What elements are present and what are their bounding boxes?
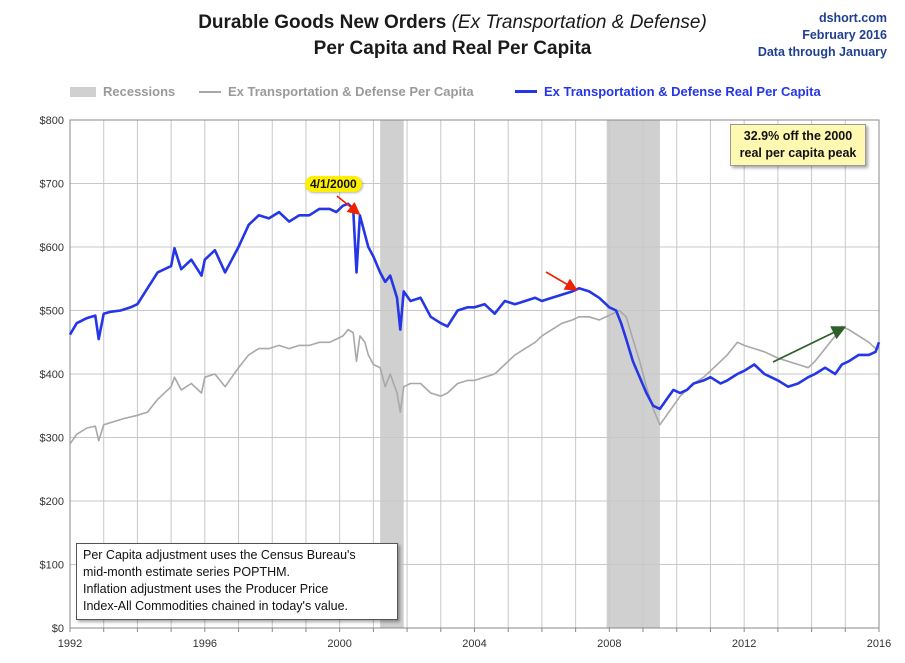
note-line: Index-All Commodities chained in today's…	[83, 599, 349, 613]
y-tick-label: $100	[40, 560, 64, 572]
x-tick-label: 2004	[462, 638, 486, 650]
source-date: February 2016	[802, 28, 887, 42]
peak-date-label: 4/1/2000	[305, 176, 362, 192]
x-tick-label: 1996	[193, 638, 217, 650]
title-main: Durable Goods New Orders	[198, 12, 447, 33]
peak-callout: 32.9% off the 2000 real per capita peak	[730, 124, 866, 166]
legend-item-recessions: Recessions	[70, 84, 175, 99]
y-tick-label: $400	[40, 369, 64, 381]
x-tick-label: 2000	[327, 638, 351, 650]
nominal-swatch	[199, 90, 221, 93]
annotation-arrows	[336, 195, 847, 363]
series-line-real	[68, 202, 881, 411]
y-tick-label: $500	[40, 306, 64, 318]
source-site: dshort.com	[818, 11, 887, 25]
note-line: Per Capita adjustment uses the Census Bu…	[83, 548, 356, 562]
gridlines	[70, 120, 879, 628]
source-block: dshort.com February 2016 Data through Ja…	[758, 10, 887, 61]
legend-item-real: Ex Transportation & Defense Real Per Cap…	[515, 84, 821, 99]
y-tick-label: $300	[40, 433, 64, 445]
x-tick-label: 2012	[732, 638, 756, 650]
legend: Recessions Ex Transportation & Defense P…	[0, 84, 905, 102]
source-through: Data through January	[757, 45, 887, 59]
x-tick-label: 1992	[58, 638, 82, 650]
title-paren: (Ex Transportation & Defense)	[451, 12, 707, 33]
x-axis: 1992 1996 2000 2004 2008 2012 2016	[58, 628, 891, 650]
red-arrow	[336, 195, 361, 216]
legend-label-nominal: Ex Transportation & Defense Per Capita	[228, 84, 474, 99]
x-tick-label: 2016	[867, 638, 891, 650]
y-tick-label: $600	[40, 242, 64, 254]
x-tick-label: 2008	[597, 638, 621, 650]
series-line-nominal	[69, 309, 879, 445]
y-tick-label: $800	[40, 115, 64, 127]
y-tick-label: $700	[40, 179, 64, 191]
chart-title: Durable Goods New Orders (Ex Transportat…	[0, 10, 905, 62]
callout-line-1: 32.9% off the 2000	[743, 129, 853, 143]
legend-label-real: Ex Transportation & Defense Real Per Cap…	[544, 84, 821, 99]
legend-label-recessions: Recessions	[103, 84, 176, 99]
y-axis: $0 $100 $200 $300 $400 $500 $600 $700 $800	[40, 115, 64, 635]
chart-subtitle: Per Capita and Real Per Capita	[313, 38, 592, 59]
methodology-note: Per Capita adjustment uses the Census Bu…	[76, 543, 398, 620]
note-line: mid-month estimate series POPTHM.	[83, 565, 290, 579]
y-tick-label: $200	[40, 496, 64, 508]
series-lines	[68, 202, 881, 445]
real-swatch	[515, 90, 537, 93]
legend-item-nominal: Ex Transportation & Defense Per Capita	[199, 84, 474, 99]
red-arrow	[545, 271, 578, 291]
note-line: Inflation adjustment uses the Producer P…	[83, 582, 329, 596]
y-tick-label: $0	[52, 623, 64, 635]
callout-line-2: real per capita peak	[739, 146, 857, 160]
recession-swatch	[70, 86, 96, 97]
green-arrow	[772, 326, 847, 363]
